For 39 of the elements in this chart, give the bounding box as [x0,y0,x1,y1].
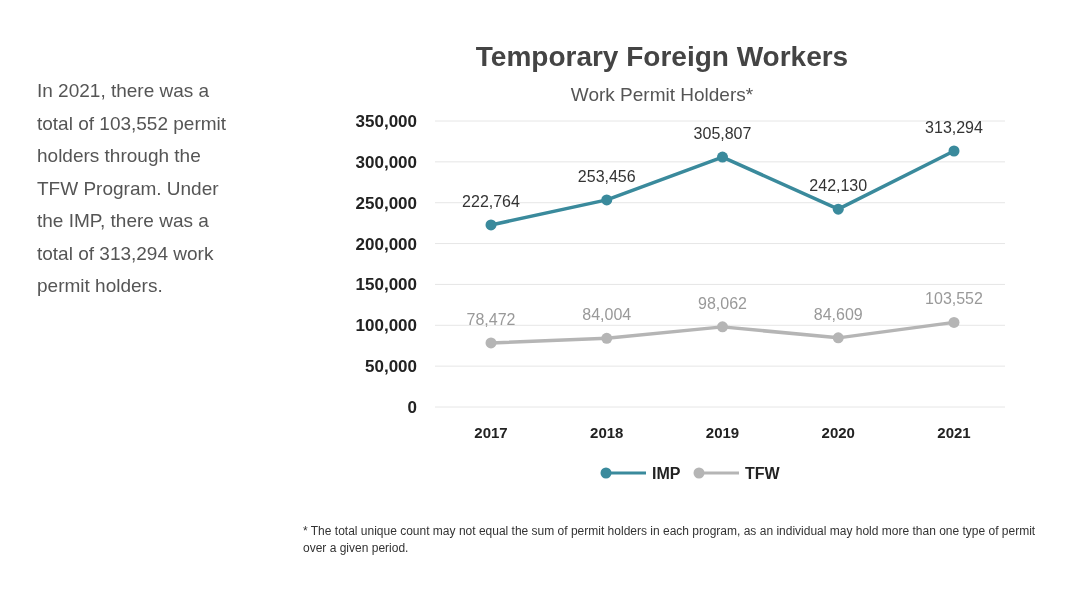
point [948,145,960,157]
point [485,337,497,349]
point [601,332,613,344]
point [832,203,844,215]
data-label: 253,456 [577,167,636,185]
y-tick-label: 300,000 [355,152,417,172]
point [601,194,613,206]
data-label: 103,552 [925,290,984,308]
point [717,321,728,333]
text: * The total unique count may not equal the sum of permit holders in each program, as an individual may hold more than one type of permit over a given period. [303,524,1036,555]
data-label: 98,062 [698,294,748,312]
chart-title: Temporary Foreign Workers [475,41,849,72]
x-tick-label: 2017 [474,424,508,441]
data-label: 84,004 [582,306,632,324]
y-tick-label: 150,000 [355,275,417,295]
data-label: 313,294 [925,118,984,136]
y-tick-label: 350,000 [355,111,417,131]
legend-label: IMP [652,464,681,482]
data-label: 84,609 [813,305,863,323]
point [485,219,497,231]
x-tick-label: 2018 [590,424,624,441]
data-label: 78,472 [466,310,516,328]
chart-subtitle: Work Permit Holders* [570,84,754,105]
x-tick-label: 2019 [705,424,740,441]
y-tick-label: 250,000 [355,193,417,213]
legend-label: TFW [745,464,781,482]
y-tick-label: 100,000 [355,316,417,336]
x-tick-label: 2021 [937,424,971,441]
point [832,332,844,344]
data-label: 242,130 [809,177,868,195]
data-label: 222,764 [462,192,521,210]
point [948,316,960,328]
point [717,151,728,163]
text: In 2021, there was a total of 103,552 permit holders through the TFW Program. Under the IMP, there was a total of 313,294 work permit holders. [37,80,227,296]
y-tick-label: 200,000 [355,234,417,254]
y-tick-label: 0 [407,397,417,417]
data-label: 305,807 [693,125,752,143]
y-tick-label: 50,000 [365,357,417,377]
x-tick-label: 2020 [821,424,855,441]
